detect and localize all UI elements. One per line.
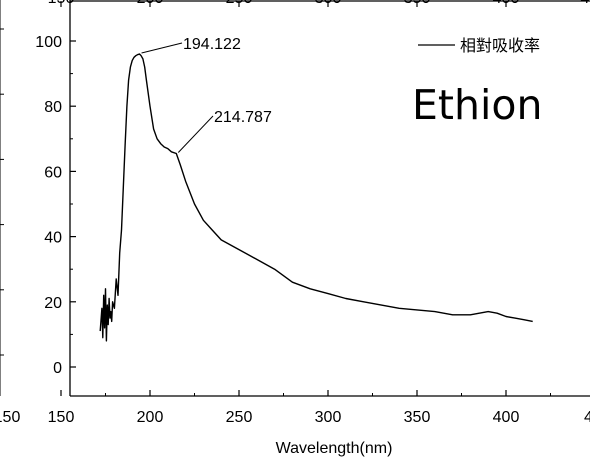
top-tick-label-fragment: 350 xyxy=(404,0,431,7)
axis-ticks xyxy=(0,1,551,396)
top-tick-label-fragment: 250 xyxy=(226,0,253,7)
annotation-leader-line xyxy=(177,115,214,153)
series-lines xyxy=(99,53,533,342)
y-tick-label: 0 xyxy=(53,360,62,377)
top-tick-label-fragment: 150 xyxy=(48,0,75,7)
y-tick-label: 60 xyxy=(44,164,62,181)
plot-frame xyxy=(0,0,590,397)
y-tick-label: 100 xyxy=(35,34,62,51)
y-tick-label: 40 xyxy=(44,230,62,247)
top-tick-labels: 150 200 250 300 350 400 4 xyxy=(48,0,590,7)
y-tick-labels: 0 20 40 60 80 100 xyxy=(35,34,62,377)
top-tick-label-fragment: 4 xyxy=(581,0,590,7)
right-edge-tick-fragment: 45 xyxy=(584,409,590,426)
top-tick-label-fragment: 300 xyxy=(315,0,342,7)
top-tick-label-fragment: 400 xyxy=(493,0,520,7)
x-tick-label: 400 xyxy=(493,409,520,426)
legend: 相對吸收率 xyxy=(418,36,540,55)
x-tick-label: 350 xyxy=(404,409,431,426)
left-partial-tick-label: 150 xyxy=(0,409,20,426)
x-tick-labels: 150 200 250 300 350 400 xyxy=(48,409,520,426)
y-tick-label: 80 xyxy=(44,99,62,116)
x-tick-label: 250 xyxy=(226,409,253,426)
y-tick-label: 20 xyxy=(44,295,62,312)
annotation-leader-line xyxy=(141,42,183,54)
peak-annotation-label: 214.787 xyxy=(214,109,272,126)
x-axis-title: Wavelength(nm) xyxy=(276,440,393,457)
top-tick-label-fragment: 200 xyxy=(137,0,164,7)
series-line xyxy=(99,53,533,342)
x-tick-label: 200 xyxy=(137,409,164,426)
legend-label: 相對吸收率 xyxy=(460,36,540,55)
x-tick-label: 300 xyxy=(315,409,342,426)
peak-annotation-label: 194.122 xyxy=(183,36,241,53)
peak-annotations: 194.122 214.787 xyxy=(141,36,272,153)
x-tick-label: 150 xyxy=(48,409,75,426)
compound-label: Ethion xyxy=(412,81,542,129)
